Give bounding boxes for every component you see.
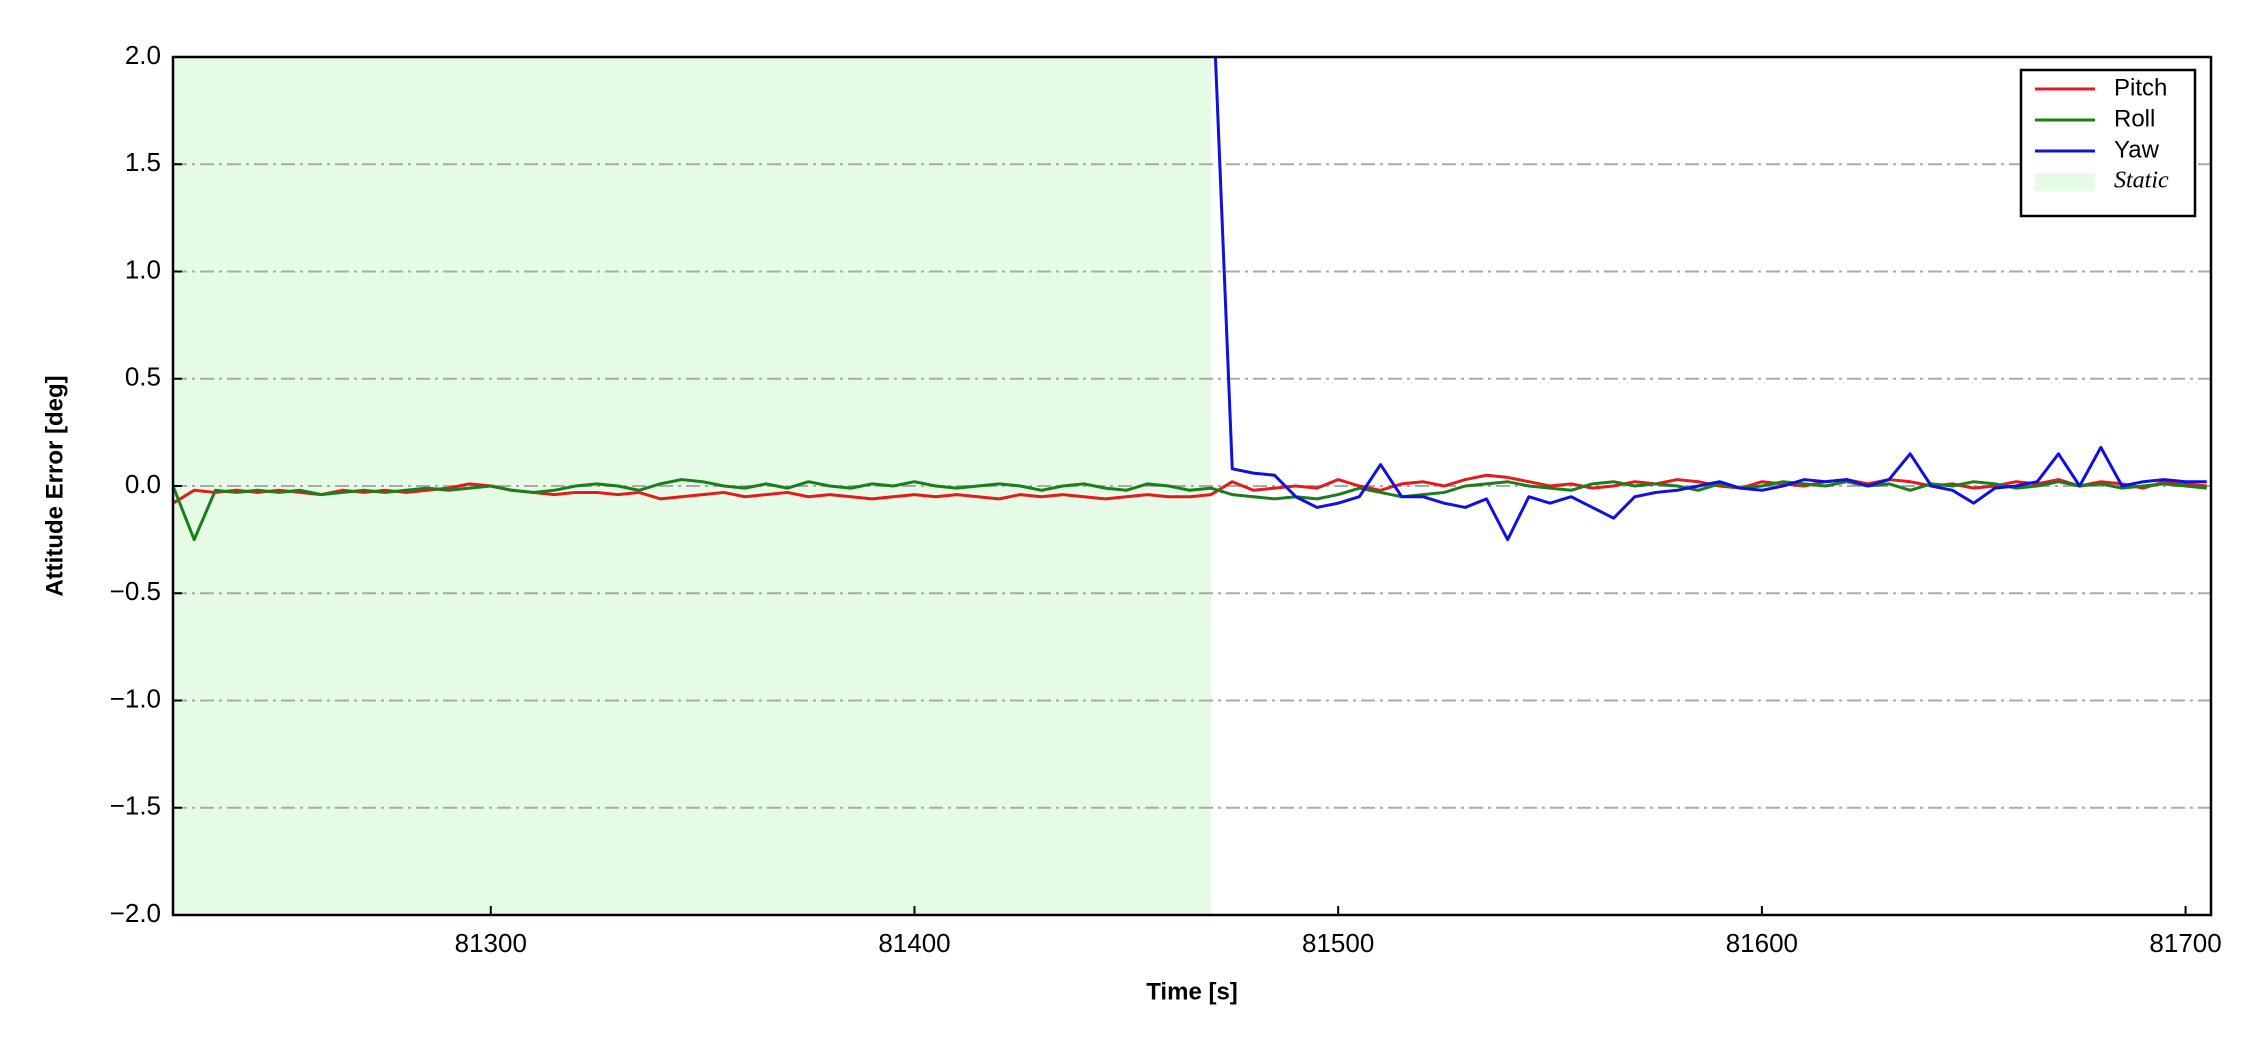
x-tick-label: 81300 [455, 928, 527, 958]
axes: −2.0 −1.5 −1.0 −0.5 0.0 0.5 1.0 1.5 2.0 81300 8140… [110, 40, 2222, 958]
y-tick-label: 0.0 [125, 469, 161, 499]
x-tick-label: 81500 [1302, 928, 1374, 958]
legend-box [2019, 68, 2197, 218]
x-tick-label: 81700 [2149, 928, 2221, 958]
y-tick-label: −0.5 [110, 576, 161, 606]
y-tick-label: 1.0 [125, 254, 161, 284]
x-tick-label: 81400 [878, 928, 950, 958]
legend: Pitch Roll Yaw Static [2019, 68, 2197, 218]
y-tick-label: 0.5 [125, 362, 161, 392]
y-tick-label: 1.5 [125, 147, 161, 177]
y-tick-label: −2.0 [110, 898, 161, 928]
legend-label: Roll [2114, 105, 2155, 132]
legend-label: Static [2114, 168, 2169, 194]
y-axis-title: Attitude Error [deg] [41, 375, 68, 596]
x-axis-title: Time [s] [1146, 978, 1238, 1005]
y-tick-label: 2.0 [125, 40, 161, 70]
y-tick-label: −1.5 [110, 791, 161, 821]
series-line [1213, 57, 2207, 542]
legend-label: Yaw [2114, 136, 2160, 163]
lines [173, 57, 2207, 542]
x-tick-label: 81600 [1726, 928, 1798, 958]
y-tick-label: −1.0 [110, 683, 161, 713]
legend-label: Pitch [2114, 74, 2167, 101]
legend-swatch [2035, 173, 2095, 191]
